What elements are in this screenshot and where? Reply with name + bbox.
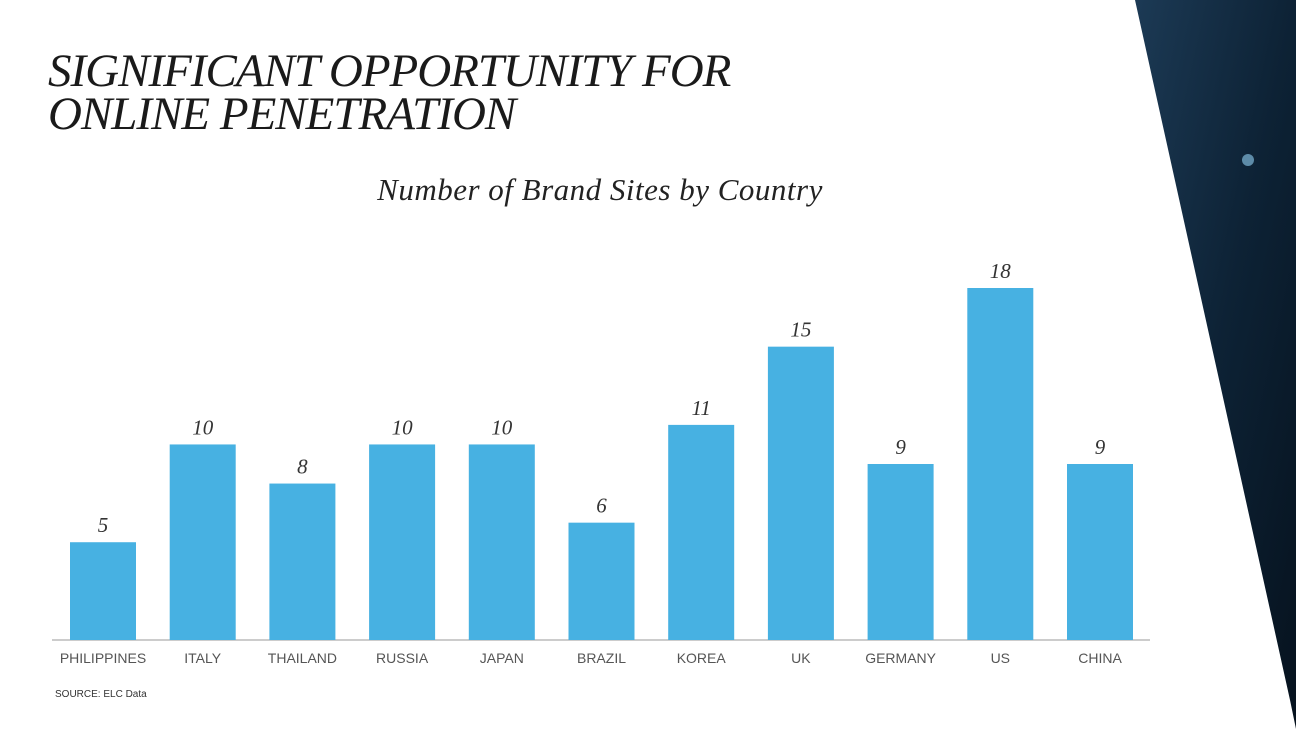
x-tick-label: CHINA (1078, 650, 1122, 666)
bar (668, 424, 735, 640)
x-tick-label: KOREA (677, 650, 727, 666)
value-label: 11 (691, 396, 710, 420)
value-label: 10 (192, 415, 214, 439)
value-label: 15 (790, 318, 811, 342)
value-label: 10 (491, 415, 513, 439)
bar (967, 288, 1034, 640)
x-tick-label: ITALY (184, 650, 221, 666)
value-label: 6 (596, 494, 607, 518)
value-label: 8 (297, 455, 308, 479)
bar (767, 346, 834, 640)
value-label: 9 (895, 435, 906, 459)
source: SOURCE: ELC Data (55, 689, 147, 700)
value-label: 5 (98, 513, 109, 537)
x-tick-label: PHILIPPINES (60, 650, 146, 666)
x-tick-label: GERMANY (865, 650, 936, 666)
x-tick-label: BRAZIL (577, 650, 626, 666)
x-tick-label: US (991, 650, 1010, 666)
bar (867, 464, 934, 640)
value-label: 10 (392, 415, 414, 439)
bar (468, 444, 535, 640)
title: SIGNIFICANT OPPORTUNITY FOR ONLINE PENET… (48, 45, 731, 140)
bar (1067, 464, 1133, 640)
subtitle: Number of Brand Sites by Country (377, 172, 823, 207)
x-tick-label: THAILAND (268, 650, 337, 666)
bar (70, 542, 136, 640)
x-tick-label: RUSSIA (376, 650, 429, 666)
bar (269, 483, 336, 640)
bar (568, 522, 635, 640)
x-tick-label: UK (791, 650, 811, 666)
x-tick-label: JAPAN (480, 650, 524, 666)
bar (169, 444, 236, 640)
value-label: 9 (1095, 435, 1106, 459)
value-label: 18 (990, 259, 1012, 283)
decor-panel (1135, 0, 1296, 729)
bar (369, 444, 436, 640)
decor-light (1242, 154, 1254, 166)
